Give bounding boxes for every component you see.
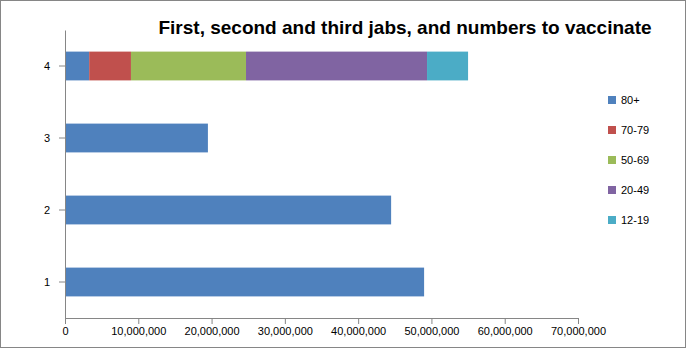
x-tick-mark — [65, 318, 66, 324]
x-axis-line — [66, 318, 579, 319]
x-tick-mark — [358, 318, 359, 324]
legend-swatch — [608, 156, 616, 164]
bars — [65, 52, 468, 297]
x-tick-label: 30,000,000 — [258, 325, 313, 337]
x-tick-label: 10,000,000 — [111, 325, 166, 337]
x-tick-label: 70,000,000 — [551, 325, 606, 337]
bar — [427, 52, 468, 81]
x-tick-label: 60,000,000 — [478, 325, 533, 337]
bar — [65, 52, 89, 81]
x-tick: 50,000,000 — [404, 318, 459, 337]
y-tick-mark — [59, 282, 65, 283]
legend-label: 20-49 — [621, 184, 649, 196]
y-tick-label: 1 — [44, 276, 50, 288]
x-tick-label: 0 — [62, 325, 68, 337]
bar — [65, 268, 424, 297]
y-axis: 4 3 2 1 — [44, 31, 66, 319]
y-tick-label: 3 — [44, 132, 50, 144]
x-tick: 0 — [62, 318, 68, 337]
legend-label: 50-69 — [621, 154, 649, 166]
chart-frame — [1, 1, 686, 348]
y-tick-mark — [59, 210, 65, 211]
x-axis: 0 10,000,000 20,000,000 30,000,000 40,000,00… — [62, 318, 606, 337]
y-tick: 2 — [44, 204, 65, 216]
x-tick-mark — [431, 318, 432, 324]
x-tick: 40,000,000 — [331, 318, 386, 337]
legend-label: 70-79 — [621, 124, 649, 136]
y-tick-mark — [59, 138, 65, 139]
legend-label: 80+ — [621, 94, 640, 106]
y-axis-line — [65, 31, 66, 319]
y-tick-label: 2 — [44, 204, 50, 216]
x-tick: 20,000,000 — [185, 318, 240, 337]
x-tick: 60,000,000 — [478, 318, 533, 337]
y-tick-label: 4 — [44, 60, 50, 72]
x-tick-label: 50,000,000 — [404, 325, 459, 337]
legend-label: 12-19 — [621, 214, 649, 226]
x-tick: 30,000,000 — [258, 318, 313, 337]
legend-swatch — [608, 216, 616, 224]
x-tick-mark — [138, 318, 139, 324]
legend-swatch — [608, 96, 616, 104]
bar — [65, 196, 391, 225]
chart-title: First, second and third jabs, and number… — [158, 17, 651, 38]
legend-swatch — [608, 126, 616, 134]
x-tick-label: 20,000,000 — [185, 325, 240, 337]
x-tick-mark — [285, 318, 286, 324]
bar — [246, 52, 427, 81]
y-tick: 1 — [44, 276, 65, 288]
bar — [65, 124, 208, 153]
chart: First, second and third jabs, and number… — [0, 0, 686, 348]
legend: 80+ 70-79 50-69 20-49 12-19 — [608, 94, 649, 226]
x-tick-label: 40,000,000 — [331, 325, 386, 337]
x-tick-mark — [578, 318, 579, 324]
x-tick: 10,000,000 — [111, 318, 166, 337]
y-tick: 4 — [44, 60, 65, 72]
x-tick-mark — [505, 318, 506, 324]
bar — [89, 52, 131, 81]
x-tick: 70,000,000 — [551, 318, 606, 337]
bar — [131, 52, 246, 81]
y-tick: 3 — [44, 132, 65, 144]
x-tick-mark — [212, 318, 213, 324]
y-tick-mark — [59, 66, 65, 67]
legend-swatch — [608, 186, 616, 194]
